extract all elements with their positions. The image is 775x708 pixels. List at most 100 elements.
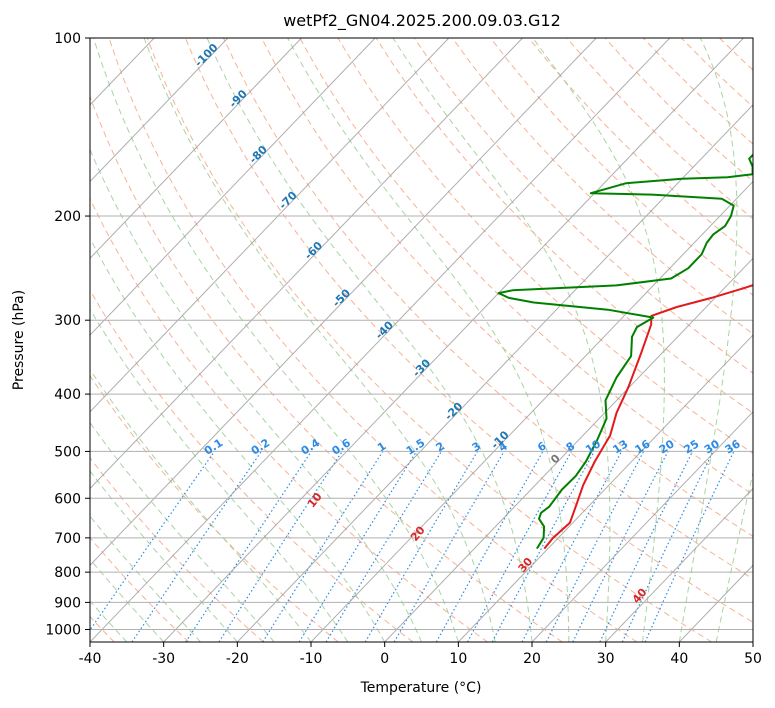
mixing-ratio-line [131, 451, 262, 642]
mixing-ratio-label: 16 [633, 437, 653, 456]
chart-title: wetPf2_GN04.2025.200.09.03.G12 [283, 11, 561, 31]
dry-adiabat-line [375, 38, 753, 414]
mixing-ratio-line [572, 451, 669, 642]
isotherm-line [384, 257, 753, 642]
dry-adiabat-line [528, 38, 753, 258]
mixing-ratio-label: 0.4 [299, 436, 323, 458]
dry-adiabat-line [108, 38, 638, 642]
isotherm-line [90, 38, 229, 183]
moist-adiabat-label: -70 [276, 189, 299, 212]
mixing-ratio-line [185, 451, 312, 642]
y-tick-label: 400 [54, 387, 81, 403]
moist-adiabat-line [90, 421, 275, 642]
moist-adiabat-line [715, 470, 753, 642]
mixing-ratio-line [545, 451, 645, 642]
mixing-ratio-label: 0.2 [249, 436, 272, 458]
moist-adiabat-line [90, 470, 238, 642]
isotherm-line [0, 38, 7, 642]
isotherm-line [163, 38, 744, 642]
dry-adiabat-line [758, 38, 775, 642]
x-tick-label: 30 [597, 651, 615, 667]
mixing-ratio-line [325, 451, 442, 642]
y-tick-label: 600 [54, 491, 81, 507]
line-labels: 0.1 0.2 0.4 0.6 1 1.5 2 3 4 6 8 10 13 16 20 25 30 36-100-… [192, 41, 743, 606]
mixing-ratio-line [218, 451, 343, 642]
isotherm-line [752, 641, 753, 642]
dry-adiabat-label: 20 [408, 523, 428, 543]
x-tick-label: 10 [449, 651, 467, 667]
moist-adiabat-line [90, 148, 422, 642]
y-tick-label: 1000 [45, 622, 81, 638]
dry-adiabat-line [604, 38, 753, 182]
x-tick-label: 0 [380, 651, 389, 667]
x-tick-label: -20 [226, 651, 249, 667]
plot-frame [89, 37, 754, 643]
moist-adiabat-line [90, 237, 386, 642]
y-axis-label: Pressure (hPa) [11, 290, 27, 390]
moist-adiabat-line [90, 308, 349, 642]
moist-adiabat-line [532, 38, 665, 642]
y-tick-label: 700 [54, 531, 81, 547]
moist-adiabat-line [90, 515, 201, 642]
x-tick-label: 40 [670, 651, 688, 667]
dry-adiabat-line [451, 38, 753, 335]
x-axis-ticks: -40 -30 -20 -10 0 10 20 30 40 50 [79, 642, 762, 667]
dry-adiabat-line [490, 38, 753, 296]
isotherm-line [90, 38, 376, 336]
mixing-ratio-label: 2 [434, 439, 448, 454]
mixing-ratio-label: 25 [682, 437, 702, 456]
isotherm-line [531, 411, 753, 642]
moist-adiabat-label: -30 [410, 356, 433, 379]
moist-adiabat-line [752, 639, 753, 642]
y-tick-label: 200 [54, 209, 81, 225]
moist-adiabat-line [93, 38, 459, 642]
isotherm-line [90, 38, 671, 642]
moist-adiabat-label: -50 [330, 286, 353, 309]
dry-adiabat-line [184, 38, 753, 623]
isotherm-line [90, 38, 450, 413]
mixing-ratio-label: 0.1 [202, 436, 225, 458]
mixing-ratio-line [644, 451, 735, 642]
mixing-ratio-line [466, 451, 573, 642]
mixing-ratio-label: 1 [375, 439, 389, 454]
isotherm-line [90, 38, 302, 260]
moist-adiabat-line [143, 38, 496, 642]
mixing-ratio-line [298, 451, 418, 642]
mixing-ratio-line [364, 451, 479, 642]
isotherm-line [236, 104, 753, 642]
mixing-ratio-line [90, 451, 215, 632]
mixing-ratio-label: 30 [702, 437, 722, 456]
y-tick-label: 800 [54, 565, 81, 581]
temperature-line [543, 284, 753, 550]
x-tick-label: -40 [79, 651, 102, 667]
moist-adiabat-label: -100 [192, 41, 221, 70]
mixing-ratio-line [435, 451, 544, 642]
isotherm-line [457, 334, 753, 642]
dry-adiabat-line [90, 95, 563, 642]
dry-adiabat-line [566, 38, 753, 220]
x-tick-label: -30 [152, 651, 175, 667]
x-tick-label: 50 [744, 651, 762, 667]
dry-adiabat-line [681, 38, 753, 108]
moist-adiabat-label: -80 [247, 143, 270, 166]
moist-adiabat-label: -90 [227, 87, 250, 110]
mixing-ratio-label: 8 [564, 439, 578, 454]
y-tick-label: 300 [54, 313, 81, 329]
dry-adiabat-line [90, 536, 190, 642]
mixing-ratio-label: 0.6 [330, 436, 354, 458]
dry-adiabat-line [261, 38, 753, 537]
dry-adiabat-line [90, 289, 414, 642]
mixing-ratio-line [393, 451, 505, 642]
moist-adiabat-line [206, 38, 533, 642]
dry-adiabat-line [413, 38, 753, 374]
dry-adiabat-line [90, 197, 488, 642]
isotherm-line [605, 487, 753, 642]
x-axis-label: Temperature (°C) [360, 680, 482, 696]
x-tick-label: -10 [300, 651, 323, 667]
mixing-ratio-line [621, 451, 714, 642]
moist-adiabat-line [678, 38, 738, 642]
pressure-gridlines [90, 37, 753, 630]
isotherm-line [90, 38, 523, 490]
y-tick-label: 900 [54, 595, 81, 611]
